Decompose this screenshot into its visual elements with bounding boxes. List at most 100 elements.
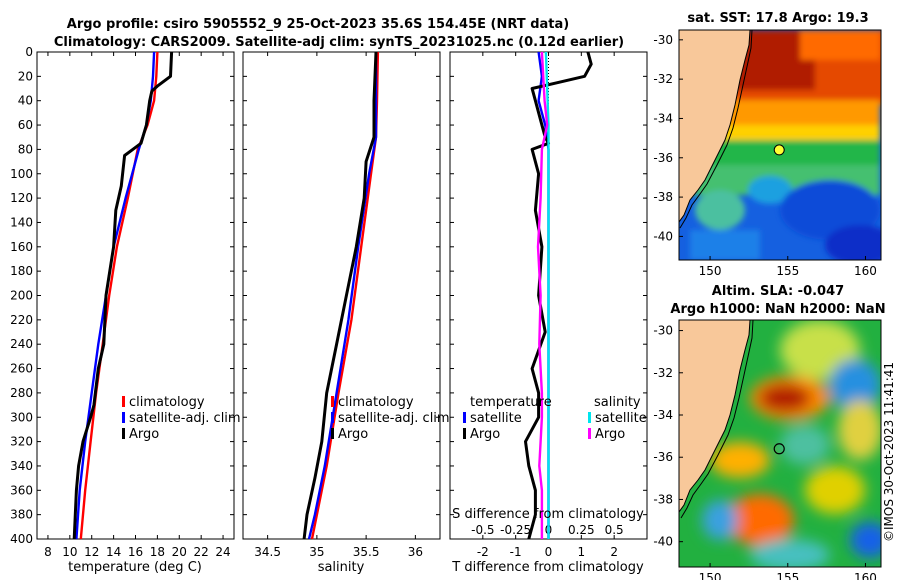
map-ytick-label: -38 — [653, 190, 673, 204]
sla-map — [679, 320, 881, 567]
salinity-xlabel: salinity — [318, 560, 365, 575]
salinity-series-argo — [302, 51, 378, 540]
difference-xlabel: T difference from climatology — [451, 560, 644, 575]
xtick-label: -1 — [510, 545, 522, 559]
ytick-label: 240 — [10, 337, 33, 351]
diff-series-salinity-argo — [536, 51, 549, 539]
sal-legend-satellite-swatch — [331, 412, 334, 423]
map-ytick-label: -32 — [653, 366, 673, 380]
ytick-label: 180 — [10, 264, 33, 278]
diff-series-temperature-argo — [524, 51, 593, 540]
map-xtick-label: 150 — [699, 264, 722, 278]
sla-float-marker — [773, 443, 785, 455]
sst-field — [680, 30, 881, 260]
map-xtick-label: 150 — [699, 571, 722, 580]
legend-climatology-swatch — [122, 396, 125, 407]
imos-credit: ©IMOS 30-Oct-2023 11:41:41 — [882, 362, 896, 542]
diff-legend-s-argo-label: Argo — [595, 427, 625, 442]
ytick-label: 400 — [10, 532, 33, 546]
temperature-panel-frame — [36, 51, 235, 540]
xtick-label: 10 — [62, 545, 77, 559]
sla-map-title-line2: Argo h1000: NaN h2000: NaN — [670, 302, 885, 317]
map-xtick-label: 160 — [854, 571, 877, 580]
map-ytick-label: -30 — [653, 324, 673, 338]
xtick-label: 20 — [172, 545, 187, 559]
map-ytick-label: -40 — [653, 535, 673, 549]
s-tick-label: 0.25 — [568, 523, 595, 537]
ytick-label: 360 — [10, 483, 33, 497]
xtick-label: 8 — [44, 545, 52, 559]
ytick-label: 40 — [18, 94, 33, 108]
xtick-label: 34.5 — [254, 545, 281, 559]
diff-legend-salinity-title: salinity — [594, 395, 641, 410]
xtick-label: 24 — [215, 545, 230, 559]
xtick-label: 22 — [194, 545, 209, 559]
s-tick-label: -0.5 — [471, 523, 494, 537]
xtick-label: 35.5 — [353, 545, 380, 559]
map-xtick-label: 155 — [776, 264, 799, 278]
ytick-label: 260 — [10, 362, 33, 376]
temperature-xlabel: temperature (deg C) — [68, 560, 202, 575]
ytick-label: 280 — [10, 386, 33, 400]
legend-satellite-swatch — [122, 412, 125, 423]
s-tick-label: -0.25 — [500, 523, 531, 537]
salinity-panel: 34.5 35 35.5 36 — [243, 51, 440, 559]
map-xtick-label: 155 — [776, 571, 799, 580]
figure-title-line1: Argo profile: csiro 5905552_9 25-Oct-202… — [67, 17, 569, 32]
ytick-label: 380 — [10, 508, 33, 522]
ytick-label: 320 — [10, 435, 33, 449]
difference-panel: -2 -1 0 1 2-0.5 -0.25 0 0.25 0.5 — [450, 51, 647, 559]
sst-map-frame — [678, 29, 882, 261]
sla-map-axes: 150 155 160 -30 -32 -34 -36 -38 -40 — [653, 324, 877, 584]
legend-argo-swatch — [122, 428, 125, 439]
diff-legend-t-argo-label: Argo — [470, 427, 500, 442]
diff-legend-s-satellite-swatch — [588, 412, 591, 423]
xtick-label: 14 — [106, 545, 121, 559]
xtick-label: 35 — [309, 545, 324, 559]
ytick-label: 160 — [10, 240, 33, 254]
sst-isobath — [679, 30, 753, 229]
diff-legend-t-argo-swatch — [463, 428, 466, 439]
ytick-label: 60 — [18, 118, 33, 132]
xtick-label: 0 — [545, 545, 553, 559]
diff-legend-t-satellite-swatch — [463, 412, 466, 423]
ytick-label: 200 — [10, 289, 33, 303]
sst-map-title: sat. SST: 17.8 Argo: 19.3 — [687, 11, 868, 26]
salinity-series-satellite — [307, 52, 378, 540]
map-ytick-label: -34 — [653, 111, 673, 125]
ytick-label: 0 — [25, 45, 33, 59]
diff-legend-s-argo-swatch — [588, 428, 591, 439]
map-ytick-label: -40 — [653, 229, 673, 243]
diff-legend-temperature-title: temperature — [470, 395, 552, 410]
map-ytick-label: -36 — [653, 450, 673, 464]
xtick-label: 16 — [128, 545, 143, 559]
temperature-series-argo — [72, 51, 174, 540]
sst-map — [679, 30, 881, 260]
diff-legend-s-satellite-label: satellite — [595, 411, 647, 426]
sal-legend-climatology-label: climatology — [338, 395, 414, 410]
xtick-label: 1 — [578, 545, 586, 559]
map-ytick-label: -38 — [653, 492, 673, 506]
sst-float-marker — [773, 144, 785, 156]
figure-title-line2: Climatology: CARS2009. Satellite-adj cli… — [54, 35, 624, 50]
sal-legend-climatology-swatch — [331, 396, 334, 407]
ytick-label: 120 — [10, 191, 33, 205]
temperature-panel: 8 10 12 14 16 18 20 22 2402040608010012014016018… — [10, 45, 234, 559]
sal-legend-satellite-label: satellite-adj. clim — [338, 411, 450, 426]
sst-map-axes: 150 155 160 -30 -32 -34 -36 -38 -40 — [653, 33, 877, 278]
temperature-series-climatology — [79, 51, 159, 540]
ytick-label: 20 — [18, 69, 33, 83]
ytick-label: 340 — [10, 459, 33, 473]
sal-legend-argo-label: Argo — [338, 427, 368, 442]
legend-argo-label: Argo — [129, 427, 159, 442]
ytick-label: 220 — [10, 313, 33, 327]
diff-series-salinity-satellite — [544, 51, 550, 539]
map-ytick-label: -30 — [653, 33, 673, 47]
ytick-label: 300 — [10, 410, 33, 424]
sla-isobath — [680, 320, 754, 519]
s-tick-label: 0.5 — [605, 523, 624, 537]
xtick-label: 36 — [408, 545, 423, 559]
difference-xlabel-top: S difference from climatology — [452, 507, 644, 522]
sst-land — [679, 30, 751, 223]
